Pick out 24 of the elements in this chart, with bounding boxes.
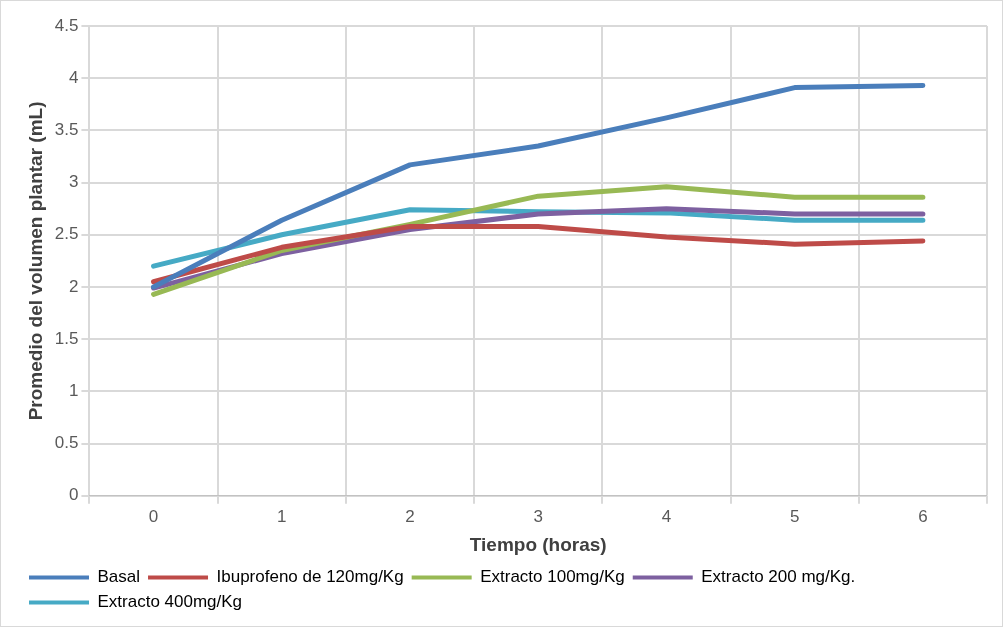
x-tick-label: 2 — [405, 506, 415, 526]
x-tick-label: 6 — [918, 506, 928, 526]
y-tick-label: 1 — [68, 381, 79, 401]
legend-label: Extracto 100mg/Kg — [480, 567, 625, 587]
y-tick-label: 0.5 — [54, 433, 79, 453]
y-tick-label: 4 — [68, 67, 79, 87]
x-tick-label: 4 — [661, 506, 672, 526]
y-tick-label: 4.5 — [54, 15, 79, 35]
y-tick-label: 3.5 — [54, 120, 79, 140]
legend-label: Extracto 400mg/Kg — [97, 592, 243, 612]
legend-label: Extracto 200 mg/Kg. — [701, 567, 856, 587]
x-tick-label: 5 — [789, 506, 800, 526]
x-tick-label: 1 — [277, 506, 287, 526]
x-axis-title: Tiempo (horas) — [469, 533, 607, 555]
y-tick-label: 2.5 — [54, 224, 79, 244]
y-tick-label: 3 — [68, 172, 79, 192]
x-tick-label: 3 — [533, 506, 543, 526]
y-tick-label: 0 — [68, 485, 79, 505]
y-tick-label: 2 — [68, 276, 79, 296]
legend-label: Ibuprofeno de 120mg/Kg — [216, 567, 404, 587]
y-tick-label: 1.5 — [54, 328, 79, 348]
legend-label: Basal — [97, 567, 141, 587]
x-tick-label: 0 — [148, 506, 159, 526]
y-axis-title: Promedio del volumen plantar (mL) — [24, 101, 46, 421]
